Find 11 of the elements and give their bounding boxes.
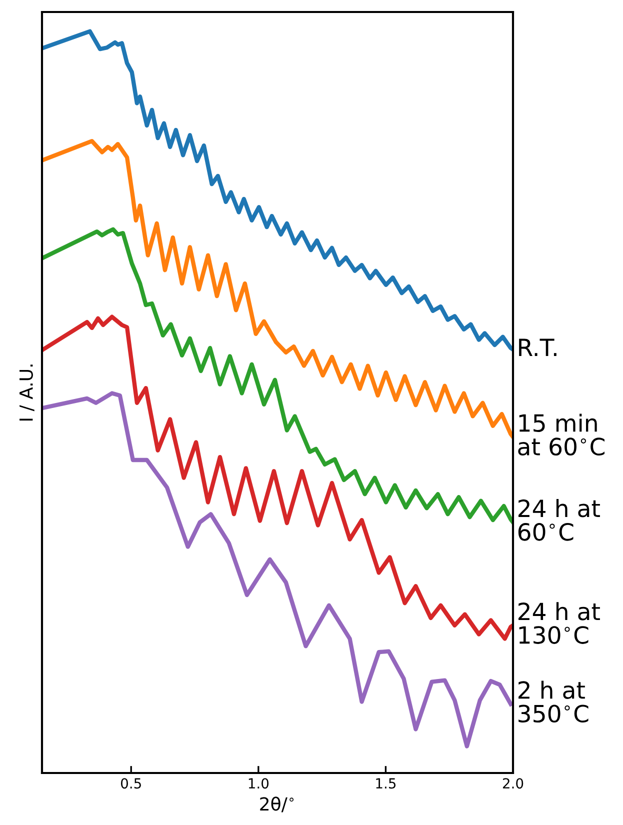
x-tick-label: 1.5 [376, 778, 396, 789]
series-label: 2 h at 350$^{∘}$C [518, 680, 588, 723]
series-label: R.T. [519, 338, 556, 356]
series-label: 24 h at 130$^{∘}$C [518, 602, 600, 644]
series-label: 15 min at 60$^{∘}$C [518, 414, 604, 456]
x-tick-label: 0.5 [120, 778, 141, 789]
x-axis-title: 2θ/$^{∘}$ [260, 796, 294, 812]
series-label: 24 h at 60$^{∘}$C [518, 499, 600, 541]
x-tick-label: 2.0 [502, 778, 524, 789]
y-axis-title: I / A.U. [20, 364, 34, 421]
x-tick-label: 1.0 [248, 778, 269, 789]
